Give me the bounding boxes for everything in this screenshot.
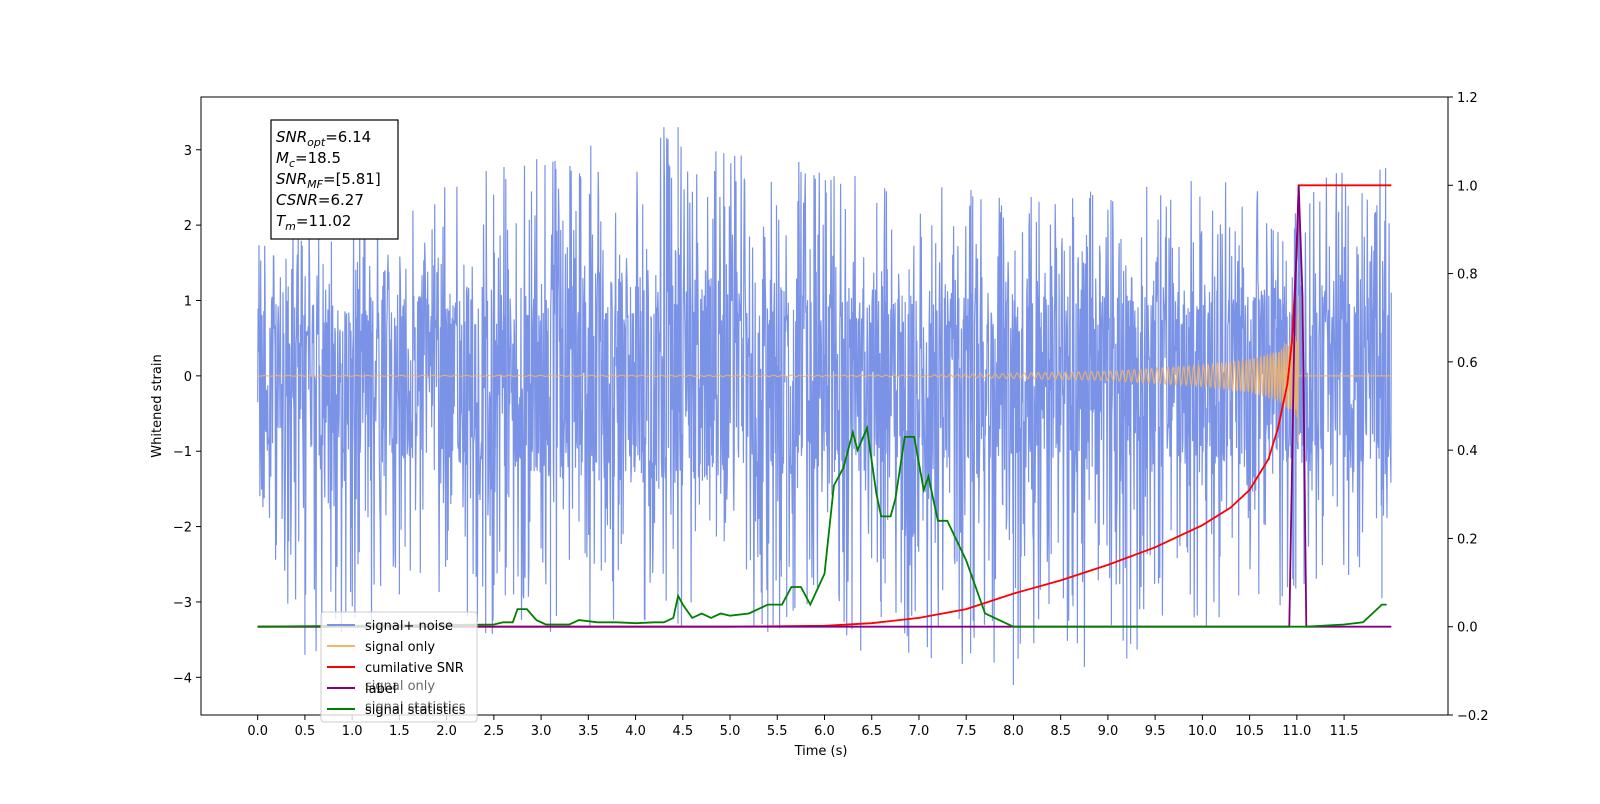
series-signal-noise-line — [257, 127, 1392, 685]
x-tick-label: 6.5 — [861, 724, 882, 739]
info-line: Tm=11.02 — [276, 212, 351, 233]
x-tick-label: 7.0 — [909, 724, 930, 739]
x-tick-label: 5.5 — [767, 724, 788, 739]
x-tick-label: 3.5 — [578, 724, 599, 739]
series-layer — [257, 127, 1392, 685]
info-line: CSNR=6.27 — [276, 191, 364, 209]
x-tick-label: 5.0 — [720, 724, 741, 739]
x-tick-label: 2.5 — [484, 724, 505, 739]
y-tick-label: −2 — [173, 521, 192, 536]
info-value: =11.02 — [296, 212, 352, 230]
legend-frame — [320, 611, 478, 723]
legend-label: signal+ noise — [365, 619, 453, 634]
info-value: =[5.81] — [323, 170, 381, 188]
x-axis-label: Time (s) — [794, 744, 848, 759]
y-tick-label: 0 — [184, 370, 192, 385]
info-symbol: M — [276, 149, 289, 167]
x-tick-label: 2.0 — [436, 724, 457, 739]
info-symbol: T — [276, 212, 287, 230]
y-right-tick-label: 0.8 — [1457, 268, 1478, 283]
y-right-tick-label: −0.2 — [1457, 709, 1489, 724]
y-right-tick-label: 0.6 — [1457, 356, 1478, 371]
x-tick-label: 7.5 — [956, 724, 977, 739]
legend-label: cumilative SNR — [365, 661, 464, 676]
y-axis-label: Whitened strain — [150, 354, 165, 457]
info-line: SNRMF=[5.81] — [276, 170, 381, 191]
y-right-tick-label: 0.0 — [1457, 621, 1478, 636]
info-symbol: SNR — [276, 128, 307, 146]
legend-label: label — [365, 682, 396, 697]
y-tick-label: 1 — [184, 294, 192, 309]
x-tick-label: 10.5 — [1235, 724, 1264, 739]
x-tick-label: 8.5 — [1050, 724, 1071, 739]
y-right-tick-label: 1.2 — [1457, 91, 1478, 106]
legend-label: signal statistics — [365, 703, 466, 718]
legend-ghost-text: signal only — [365, 679, 435, 694]
legend: signal only signal statistics signal+ nois… — [320, 611, 478, 723]
info-value: =18.5 — [295, 149, 341, 167]
info-box-frame — [270, 119, 399, 240]
y-tick-label: 2 — [184, 219, 192, 234]
y-right-tick-label: 0.2 — [1457, 532, 1478, 547]
y-tick-label: −1 — [173, 445, 192, 460]
x-tick-label: 1.0 — [342, 724, 363, 739]
info-symbol: CSNR — [276, 191, 318, 209]
x-tick-label: 4.5 — [672, 724, 693, 739]
x-tick-label: 9.0 — [1098, 724, 1119, 739]
info-box: SNRopt=6.14Mc=18.5SNRMF=[5.81]CSNR=6.27T… — [270, 119, 399, 240]
x-tick-label: 0.5 — [295, 724, 316, 739]
x-tick-label: 10.0 — [1188, 724, 1217, 739]
info-subscript: c — [289, 157, 295, 170]
x-tick-label: 3.0 — [531, 724, 552, 739]
legend-label: signal only — [365, 640, 435, 655]
x-tick-label: 4.0 — [625, 724, 646, 739]
x-tick-label: 11.0 — [1282, 724, 1311, 739]
x-tick-label: 6.0 — [814, 724, 835, 739]
x-tick-label: 0.0 — [247, 724, 268, 739]
series-signal-only-line — [257, 295, 1392, 443]
info-subscript: opt — [307, 136, 326, 149]
x-tick-label: 9.5 — [1145, 724, 1166, 739]
info-subscript: MF — [307, 178, 323, 191]
y-tick-label: −3 — [173, 596, 192, 611]
y-tick-label: −4 — [173, 671, 192, 686]
x-tick-label: 11.5 — [1330, 724, 1359, 739]
y-tick-label: 3 — [184, 144, 192, 159]
y-right-tick-label: 1.0 — [1457, 179, 1478, 194]
x-tick-label: 8.0 — [1003, 724, 1024, 739]
info-line: Mc=18.5 — [276, 149, 341, 170]
info-line: SNRopt=6.14 — [276, 128, 371, 149]
info-value: =6.27 — [318, 191, 364, 209]
series-signal-statistics-line — [257, 424, 1387, 628]
legend-ghost-text: signal statistics — [365, 700, 466, 715]
x-tick-label: 1.5 — [389, 724, 410, 739]
info-symbol: SNR — [276, 170, 307, 188]
axes-layer: 0.0 0.5 1.0 1.5 2.0 2.5 3.0 3.5 4.0 4.5 5.0 5.5 6.0 6… — [173, 91, 1489, 739]
info-subscript: m — [285, 220, 296, 233]
info-value: =6.14 — [325, 128, 371, 146]
y-right-tick-label: 0.4 — [1457, 444, 1478, 459]
